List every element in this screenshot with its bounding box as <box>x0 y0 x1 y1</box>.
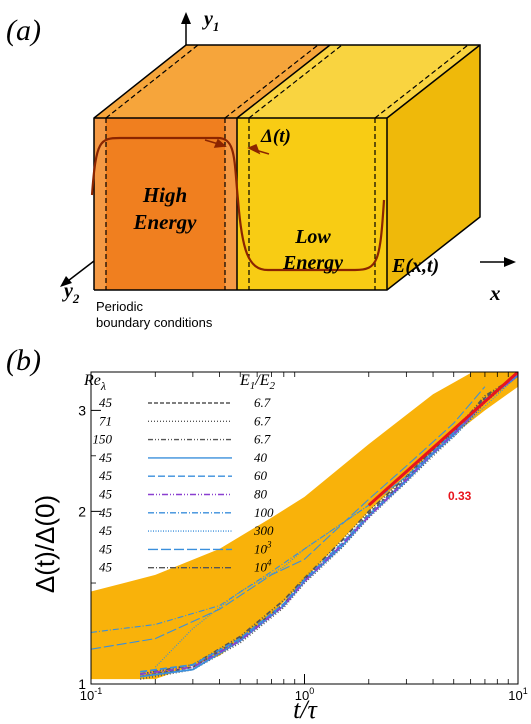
legend-re-value: 45 <box>99 395 113 410</box>
uncertainty-band <box>91 372 518 680</box>
tick-layer: 10-1 100 101 1 2 3 <box>78 371 528 703</box>
delta-width-arrows <box>204 138 270 155</box>
series-line-2 <box>140 374 518 680</box>
legend-ratio-value: 6.7 <box>254 413 271 428</box>
legend-re-value: 45 <box>99 541 113 556</box>
legend-row: 45 6.7 <box>99 395 271 410</box>
high-energy-label-line1: High <box>142 183 187 207</box>
box-side-face <box>387 45 480 290</box>
legend-row: 45 40 <box>99 450 268 465</box>
legend-row: 45 300 <box>99 523 274 538</box>
legend-row: 45 103 <box>99 539 272 556</box>
panel-a: (a) y1 <box>6 8 516 330</box>
box-top-face-low <box>237 45 480 118</box>
legend-row: 45 104 <box>99 558 272 575</box>
high-energy-region <box>94 118 237 290</box>
slope-reference-line <box>367 372 518 507</box>
legend-re-value: 150 <box>93 432 113 447</box>
legend-ratio-value: 6.7 <box>254 432 271 447</box>
y1-axis-arrowhead <box>181 12 191 24</box>
y-tick-label: 3 <box>78 402 86 418</box>
x-axis-title: t/τ <box>293 695 318 724</box>
low-energy-label-line2: Energy <box>282 252 343 274</box>
series-line-5 <box>140 374 518 673</box>
box-outline <box>93 44 481 291</box>
y2-axis-label: y2 <box>62 280 80 306</box>
x-tick-label: 100 <box>295 686 314 703</box>
plot-area <box>91 372 518 680</box>
x-tick-label: 10-1 <box>80 686 102 703</box>
legend-re-value: 45 <box>99 487 113 502</box>
left-boundary-band <box>94 118 106 290</box>
panel-b-label: (b) <box>6 344 41 377</box>
high-energy-label-line2: Energy <box>133 210 198 234</box>
y-axis-title: Δ(t)/Δ(0) <box>30 495 60 593</box>
legend-ratio-value: 100 <box>254 505 274 520</box>
x-axis-arrowhead <box>504 257 516 267</box>
series-line-7 <box>91 401 486 633</box>
x-axis-label: x <box>489 281 501 305</box>
legend-row: 150 6.7 <box>93 432 271 447</box>
legend-ratio-value: 80 <box>254 487 268 502</box>
low-energy-label-line1: Low <box>294 226 331 248</box>
x-tick-label: 101 <box>508 686 527 703</box>
series-line-9 <box>91 386 486 650</box>
legend-ratio-value: 300 <box>253 523 274 538</box>
delta-label: Δ(t) <box>260 126 291 147</box>
legend-re-value: 45 <box>99 450 113 465</box>
legend-re-value: 45 <box>99 505 113 520</box>
legend-re-value: 45 <box>99 523 113 538</box>
legend-re-value: 45 <box>99 468 113 483</box>
slope-label: 0.33 <box>448 489 472 503</box>
field-label: E(x,t) <box>391 255 439 277</box>
legend-row: 45 100 <box>99 505 274 520</box>
boundary-text-line1: Periodic <box>96 299 143 314</box>
series-line-8 <box>154 375 518 668</box>
legend-ratio-value: 60 <box>254 468 268 483</box>
energy-profile-curve <box>90 136 386 272</box>
legend-re-value: 45 <box>99 560 113 575</box>
y1-axis-label: y1 <box>202 8 219 34</box>
interface-band <box>225 118 237 290</box>
panel-a-label: (a) <box>6 14 41 47</box>
legend-row: 45 80 <box>99 487 268 502</box>
y-tick-label: 1 <box>78 676 86 692</box>
legend-re-value: 71 <box>99 413 112 428</box>
low-energy-region <box>237 118 387 290</box>
legend-row: 71 6.7 <box>99 413 271 428</box>
legend-ratio-value: 103 <box>254 539 272 556</box>
legend-row: 45 60 <box>99 468 268 483</box>
series-line-6 <box>140 374 518 676</box>
legend-title-re: Reλ <box>83 372 106 393</box>
legend-ratio-value: 6.7 <box>254 395 271 410</box>
boundary-text-line2: boundary conditions <box>96 315 213 330</box>
legend-ratio-value: 40 <box>254 450 268 465</box>
y2-axis-arrowhead <box>60 276 72 287</box>
legend-ratio-value: 104 <box>254 558 272 575</box>
legend-title-ratio: E1/E2 <box>239 372 276 392</box>
y-tick-label: 2 <box>78 503 86 519</box>
